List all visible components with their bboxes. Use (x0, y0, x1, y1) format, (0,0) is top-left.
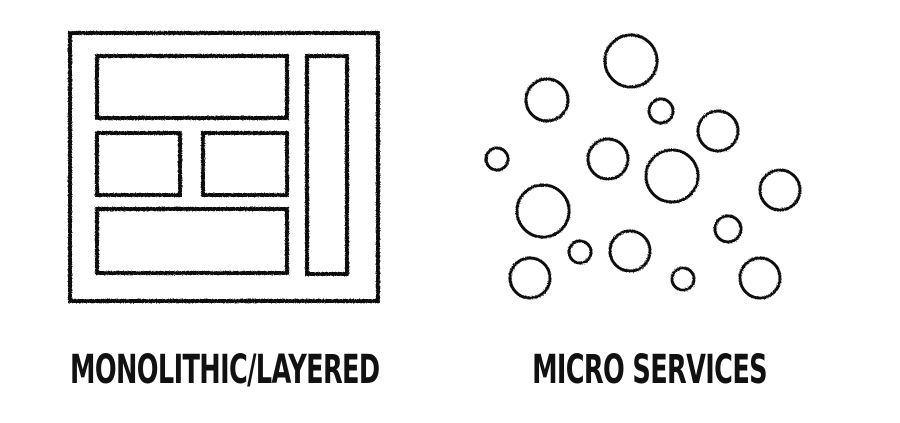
service-circle (647, 97, 675, 125)
monolith-layer-middle-left (95, 131, 182, 197)
monolith-layer-bottom (95, 207, 289, 275)
microservices-caption: MICRO SERVICES (505, 340, 795, 400)
service-circle (567, 239, 593, 265)
service-circle (586, 137, 630, 181)
service-circle (603, 33, 659, 89)
monolith-layer-top (95, 54, 289, 120)
service-circle (508, 256, 552, 300)
service-circle (484, 146, 510, 172)
service-circle (738, 256, 782, 300)
monolith-diagram (68, 31, 380, 303)
service-circle (696, 109, 740, 153)
service-circle (713, 214, 743, 244)
service-circle (524, 77, 570, 123)
monolith-outer-frame (68, 31, 380, 303)
service-circle (515, 183, 571, 239)
service-circle (670, 266, 696, 292)
monolithic-caption: MONOLITHIC/LAYERED (60, 340, 390, 400)
monolithic-caption-text: MONOLITHIC/LAYERED (70, 347, 380, 393)
service-circle (644, 148, 700, 204)
microservices-diagram (484, 33, 802, 300)
service-circle (758, 168, 802, 212)
microservices-caption-text: MICRO SERVICES (532, 347, 769, 393)
monolith-side-column (305, 54, 349, 276)
service-circle (608, 229, 652, 273)
monolith-layer-middle-right (201, 131, 289, 197)
